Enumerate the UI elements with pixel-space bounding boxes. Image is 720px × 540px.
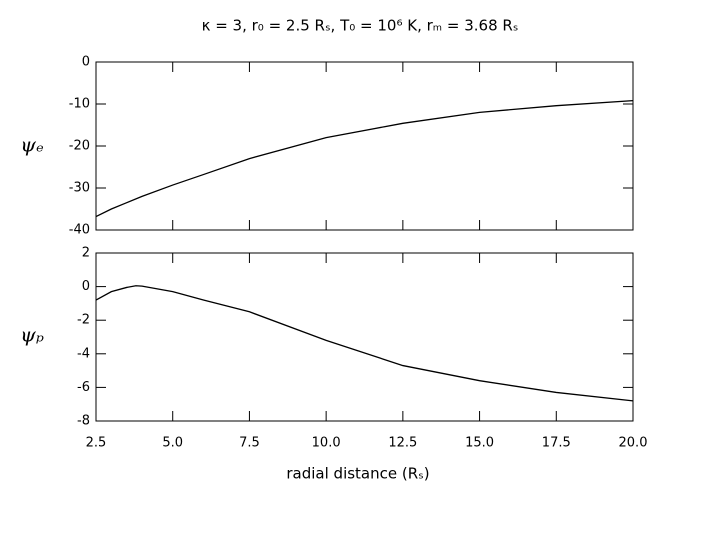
x-tick-label: 15.0 [465, 436, 494, 451]
x-tick-label: 20.0 [619, 436, 648, 451]
x-tick-label: 7.5 [239, 436, 260, 451]
x-tick-label: 10.0 [312, 436, 341, 451]
y-tick-label: -10 [69, 97, 90, 112]
data-line [95, 285, 634, 402]
y-tick-label: -2 [77, 313, 90, 328]
plot-frame [95, 252, 634, 422]
data-line [95, 99, 634, 218]
x-axis-label: radial distance (Rₛ) [286, 465, 429, 483]
y-tick-label: 0 [82, 55, 90, 70]
y-tick-label: -8 [77, 414, 90, 429]
x-tick-label: 2.5 [86, 436, 107, 451]
x-tick-label: 17.5 [542, 436, 571, 451]
x-tick-label: 12.5 [388, 436, 417, 451]
y-tick-label: -30 [69, 181, 90, 196]
y-axis-label: ψₑ [20, 133, 43, 157]
chart-title: κ = 3, r₀ = 2.5 Rₛ, T₀ = 10⁶ K, rₘ = 3.6… [202, 17, 519, 35]
y-tick-label: -6 [77, 380, 90, 395]
y-tick-label: 0 [82, 279, 90, 294]
y-tick-label: -4 [77, 346, 90, 361]
y-tick-label: -40 [69, 223, 90, 238]
x-tick-label: 5.0 [162, 436, 183, 451]
y-tick-label: 2 [82, 246, 90, 261]
y-axis-label: ψₚ [20, 323, 44, 347]
y-tick-label: -20 [69, 139, 90, 154]
